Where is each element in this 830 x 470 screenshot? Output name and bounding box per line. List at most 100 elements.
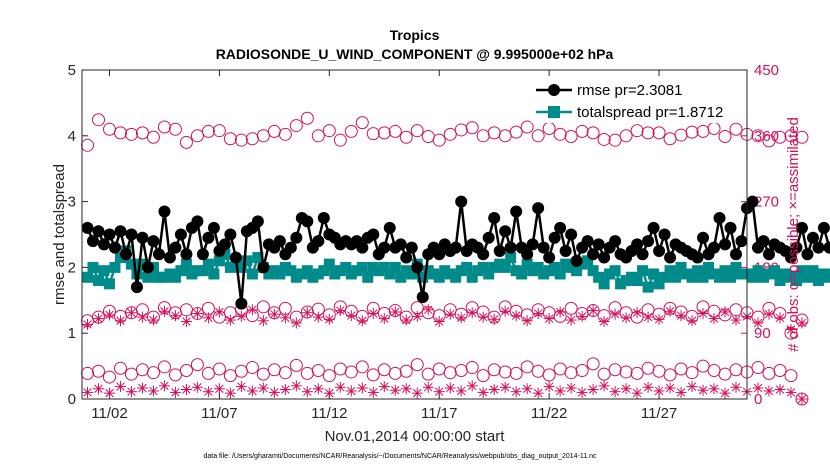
obs-possible-point	[102, 370, 116, 384]
obs-assimilated-point	[532, 387, 544, 399]
spread-point	[274, 268, 286, 280]
rmse-point	[477, 248, 490, 261]
rmse-point	[581, 235, 594, 248]
x-tick-label: 11/02	[91, 405, 127, 422]
spread-point	[697, 271, 709, 283]
rmse-point	[735, 235, 748, 248]
obs-assimilated-point	[466, 307, 478, 319]
obs-possible-point	[157, 120, 171, 134]
obs-possible-point	[113, 126, 127, 140]
obs-assimilated-point	[499, 305, 511, 317]
rmse-point	[795, 221, 808, 234]
obs-assimilated-point	[510, 310, 522, 322]
obs-assimilated-point	[81, 386, 93, 398]
obs-possible-point	[201, 124, 215, 138]
obs-assimilated-point	[697, 384, 709, 396]
obs-possible-point	[399, 130, 413, 144]
obs-assimilated-point	[114, 381, 126, 393]
spread-point	[774, 275, 786, 287]
rmse-point	[647, 221, 660, 234]
rmse-point	[125, 228, 138, 241]
rmse-point	[196, 248, 209, 261]
rmse-point	[284, 241, 297, 254]
obs-possible-point	[256, 300, 270, 314]
obs-possible-point	[234, 364, 248, 378]
obs-assimilated-point	[697, 307, 709, 319]
data-file-footnote: data file: /Users/gharamti/Documents/NCA…	[203, 453, 597, 460]
obs-assimilated-point	[323, 313, 335, 325]
obs-possible-point	[718, 130, 732, 144]
spread-point	[730, 261, 742, 273]
obs-assimilated-point	[125, 386, 137, 398]
obs-possible-point	[575, 363, 589, 377]
obs-assimilated-point	[290, 380, 302, 392]
rmse-point	[806, 231, 819, 244]
obs-assimilated-point	[257, 315, 269, 327]
rmse-point	[449, 241, 462, 254]
rmse-point	[631, 238, 644, 251]
spread-point	[516, 268, 528, 280]
obs-assimilated-point	[609, 386, 621, 398]
obs-possible-point	[410, 358, 424, 372]
obs-assimilated-point	[620, 312, 632, 324]
x-tick-label: 11/22	[531, 405, 567, 422]
spread-point	[235, 261, 247, 273]
spread-point	[285, 265, 297, 277]
obs-assimilated-point	[400, 314, 412, 326]
obs-assimilated-point	[136, 382, 148, 394]
spread-point	[466, 271, 478, 283]
x-tick-label: 11/17	[421, 405, 457, 422]
y-tick-label: 2	[68, 259, 76, 276]
obs-possible-point	[278, 127, 292, 141]
obs-assimilated-point	[785, 386, 797, 398]
obs-assimilated-point	[598, 380, 610, 392]
obs-assimilated-point	[147, 314, 159, 326]
spread-point	[92, 275, 104, 287]
rmse-point	[817, 221, 830, 234]
obs-possible-point	[333, 133, 347, 147]
spread-point	[477, 261, 489, 273]
obs-assimilated-point	[686, 315, 698, 327]
rmse-point	[405, 241, 418, 254]
obs-assimilated-point	[763, 308, 775, 320]
obs-possible-point	[674, 128, 688, 142]
rmse-point	[532, 202, 545, 215]
spread-point	[703, 261, 715, 273]
obs-possible-point	[729, 303, 743, 317]
obs-assimilated-point	[367, 307, 379, 319]
obs-assimilated-point	[202, 386, 214, 398]
rmse-point	[119, 248, 132, 261]
obs-assimilated-point	[433, 386, 445, 398]
obs-assimilated-point	[675, 310, 687, 322]
obs-possible-point	[487, 126, 501, 140]
rmse-point	[218, 238, 231, 251]
spread-point	[180, 258, 192, 270]
obs-assimilated-point	[169, 386, 181, 398]
obs-assimilated-point	[796, 317, 808, 329]
obs-possible-point	[531, 364, 545, 378]
obs-assimilated-point	[235, 381, 247, 393]
spread-point	[670, 271, 682, 283]
obs-assimilated-point	[664, 382, 676, 394]
rmse-point	[141, 261, 154, 274]
spread-point	[505, 252, 517, 264]
obs-assimilated-point	[565, 314, 577, 326]
obs-possible-point	[652, 126, 666, 140]
obs-assimilated-point	[279, 383, 291, 395]
rmse-point	[762, 248, 775, 261]
spread-point	[746, 271, 758, 283]
spread-point	[521, 258, 533, 270]
obs-assimilated-point	[477, 311, 489, 323]
spread-point	[406, 268, 418, 280]
obs-assimilated-point	[455, 385, 467, 397]
y-tick-label: 4	[68, 128, 76, 145]
rmse-point	[158, 205, 171, 218]
rmse-point	[394, 238, 407, 251]
obs-assimilated-point	[719, 306, 731, 318]
obs-possible-point	[795, 130, 809, 144]
obs-assimilated-point	[620, 383, 632, 395]
obs-possible-point	[586, 357, 600, 371]
obs-assimilated-point	[334, 305, 346, 317]
rmse-point	[400, 251, 413, 264]
